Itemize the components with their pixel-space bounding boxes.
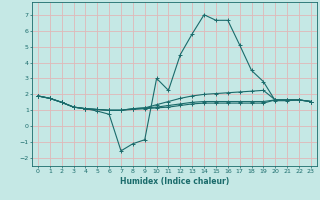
X-axis label: Humidex (Indice chaleur): Humidex (Indice chaleur) [120, 177, 229, 186]
